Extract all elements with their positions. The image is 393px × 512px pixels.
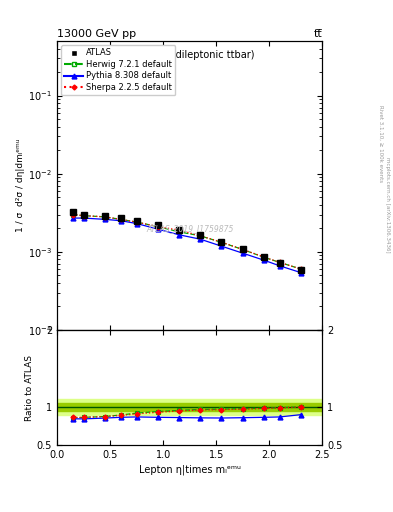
Text: ATLAS_2019_I1759875: ATLAS_2019_I1759875 <box>146 224 233 233</box>
Y-axis label: 1 / σ  d²σ / dη|dmₗᵉᵐᵘ: 1 / σ d²σ / dη|dmₗᵉᵐᵘ <box>16 139 25 232</box>
Legend: ATLAS, Herwig 7.2.1 default, Pythia 8.308 default, Sherpa 2.2.5 default: ATLAS, Herwig 7.2.1 default, Pythia 8.30… <box>61 45 175 95</box>
Text: ηℓ (ATLAS dileptonic ttbar): ηℓ (ATLAS dileptonic ttbar) <box>125 50 254 59</box>
Bar <box>57 399 322 415</box>
Text: 13000 GeV pp: 13000 GeV pp <box>57 29 136 39</box>
X-axis label: Lepton η|times mₗᵉᵐᵘ: Lepton η|times mₗᵉᵐᵘ <box>139 464 241 475</box>
Text: mcplots.cern.ch [arXiv:1306.3436]: mcplots.cern.ch [arXiv:1306.3436] <box>385 157 389 252</box>
Bar <box>57 403 322 411</box>
Text: Rivet 3.1.10, ≥ 100k events: Rivet 3.1.10, ≥ 100k events <box>379 105 384 182</box>
Y-axis label: Ratio to ATLAS: Ratio to ATLAS <box>25 355 34 421</box>
Text: tt̅: tt̅ <box>314 29 322 39</box>
